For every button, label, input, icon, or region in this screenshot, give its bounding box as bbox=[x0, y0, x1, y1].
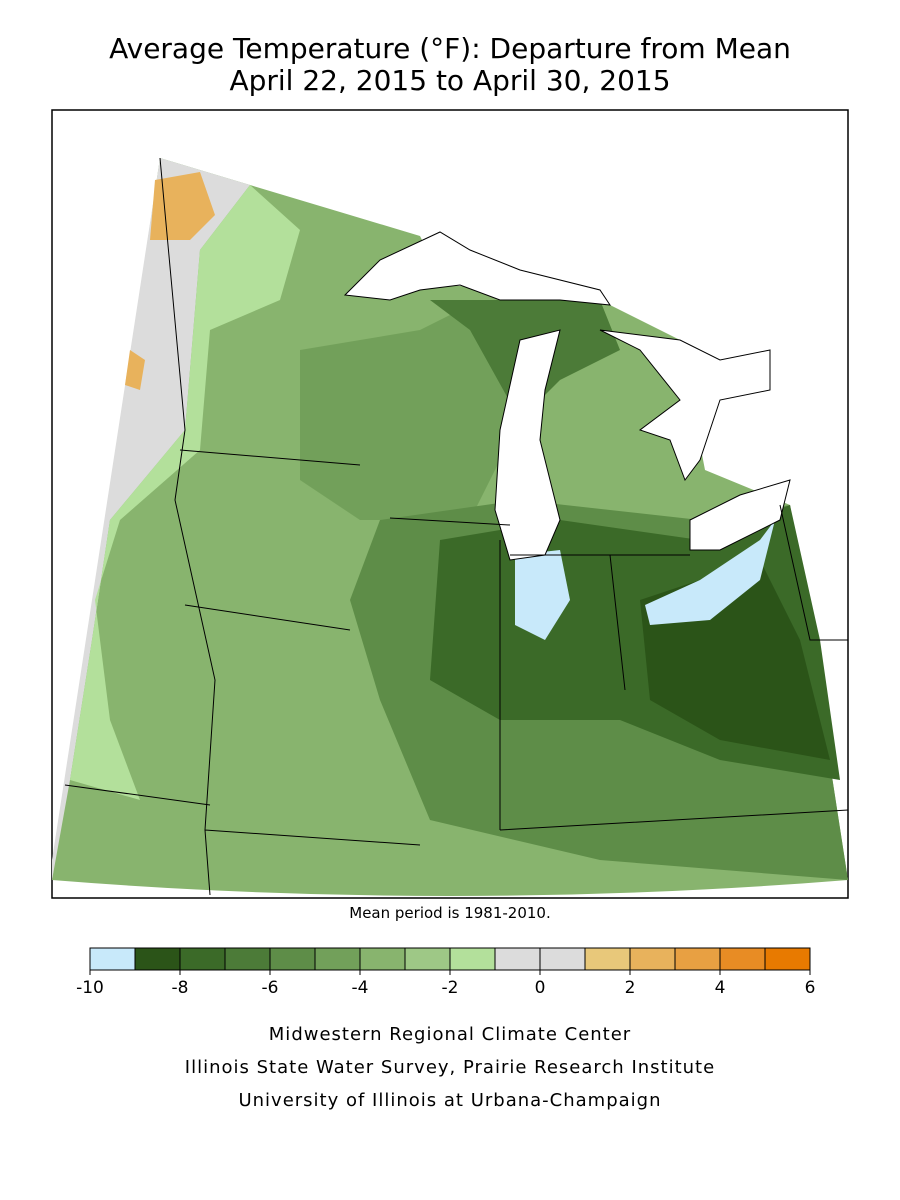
legend-swatch bbox=[89, 947, 136, 971]
cold-spot bbox=[645, 520, 775, 625]
credit: University of Illinois at Urbana-Champai… bbox=[238, 1090, 661, 1111]
lake bbox=[494, 329, 561, 561]
legend-tick-label: -2 bbox=[442, 978, 459, 998]
legend-swatch bbox=[134, 947, 181, 971]
legend-swatch bbox=[584, 947, 631, 971]
legend-swatch bbox=[404, 947, 451, 971]
legend-swatch bbox=[719, 947, 766, 971]
legend-swatch bbox=[179, 947, 226, 971]
map bbox=[52, 157, 849, 896]
legend-tick-label: -4 bbox=[352, 978, 369, 998]
credit: Illinois State Water Survey, Prairie Res… bbox=[185, 1057, 715, 1078]
legend-tick-label: 2 bbox=[625, 978, 636, 998]
region bbox=[70, 185, 300, 800]
legend-tick-label: 4 bbox=[715, 978, 726, 998]
legend-swatch bbox=[674, 947, 721, 971]
legend-tick-label: 6 bbox=[805, 978, 816, 998]
legend-tick-label: -8 bbox=[172, 978, 189, 998]
state-border bbox=[64, 157, 849, 896]
cold-spot bbox=[515, 550, 570, 640]
legend-tick-label: 0 bbox=[535, 978, 546, 998]
legend-swatch bbox=[224, 947, 271, 971]
legend-swatch bbox=[359, 947, 406, 971]
legend-swatch bbox=[314, 947, 361, 971]
region bbox=[52, 158, 250, 880]
legend-tick-label: -10 bbox=[76, 978, 104, 998]
legend-swatch bbox=[269, 947, 316, 971]
legend-swatch bbox=[494, 947, 541, 971]
lake bbox=[689, 479, 791, 551]
legend-swatch bbox=[764, 947, 811, 971]
legend: -10 -8 -6 -4 -2 0 2 4 6 bbox=[76, 947, 816, 998]
legend-swatch bbox=[449, 947, 496, 971]
legend-tick-label: -6 bbox=[262, 978, 279, 998]
note: Mean period is 1981-2010. bbox=[349, 904, 550, 922]
region bbox=[125, 350, 145, 390]
legend-swatch bbox=[629, 947, 676, 971]
title-line: April 22, 2015 to April 30, 2015 bbox=[229, 64, 670, 97]
legend-swatch bbox=[539, 947, 586, 971]
title-line: Average Temperature (°F): Departure from… bbox=[109, 32, 791, 65]
credit: Midwestern Regional Climate Center bbox=[269, 1024, 631, 1045]
lake bbox=[599, 329, 771, 482]
lake bbox=[343, 231, 612, 306]
